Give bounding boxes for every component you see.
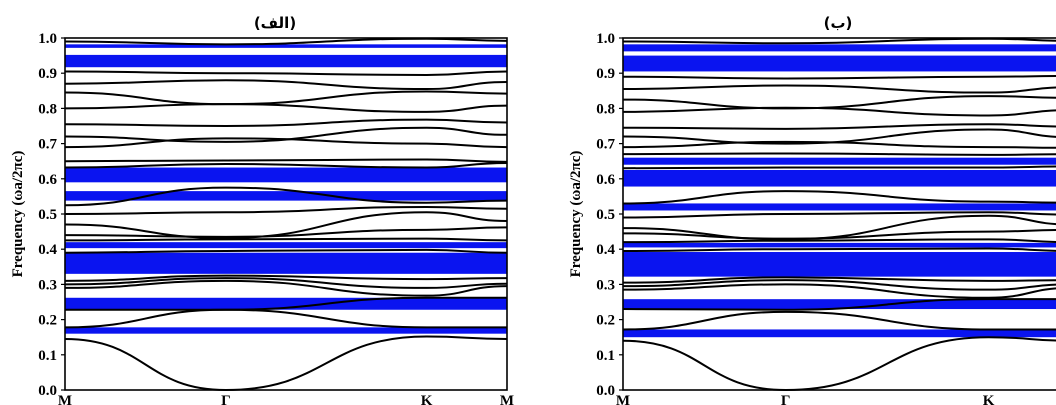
y-tick-label: 0.5 [596, 207, 615, 223]
band-line [622, 123, 1056, 130]
band-line [622, 336, 1056, 392]
band-line [622, 211, 1056, 219]
band-line [622, 75, 1056, 80]
band-gap [65, 167, 507, 183]
y-axis-label: Frequency (ωa/2πc) [10, 151, 26, 278]
band-line [622, 247, 1056, 252]
band-line [64, 274, 508, 282]
band-gap [623, 44, 1056, 52]
band-line [64, 211, 508, 239]
band-plot-be: (ب) 0.0 0.1 0.2 0.3 0.4 0.5 0.6 0.7 0.8 0.9 1.0 M Γ K… [568, 14, 1056, 405]
band-line [64, 118, 508, 128]
band-gap [623, 329, 1056, 338]
y-tick-label: 0.3 [38, 277, 57, 293]
band-line [622, 140, 1056, 149]
band-gap [623, 203, 1056, 211]
y-tick-label: 0.6 [38, 172, 57, 188]
y-tick-label: 0.8 [38, 101, 57, 117]
band-line [622, 214, 1056, 241]
band-line [64, 226, 508, 238]
band-line [64, 205, 508, 215]
band-line [622, 279, 1056, 291]
band-line [64, 186, 508, 207]
band-line [64, 79, 508, 91]
band-line [64, 237, 508, 242]
x-tick-label: M [58, 393, 72, 405]
band-gap [65, 297, 507, 310]
plot-title: (ب) [824, 14, 853, 32]
y-tick-label: 0.3 [596, 277, 615, 293]
y-tick-label: 0.2 [596, 313, 615, 329]
band-plot-alef: (الف) 0.0 0.1 0.2 0.3 0.4 0.5 0.6 0.7 0.8 0.9 1.0 M… [10, 14, 514, 405]
band-gap [623, 157, 1056, 165]
band-line [622, 283, 1056, 299]
x-tick-label: K [421, 393, 433, 405]
y-tick-label: 0.2 [38, 313, 57, 329]
band-line [622, 190, 1056, 205]
band-gap [623, 299, 1056, 310]
band-line [622, 95, 1056, 110]
band-gap [65, 44, 507, 48]
band-line [622, 228, 1056, 240]
band-gap [623, 242, 1056, 248]
band-line [622, 84, 1056, 94]
band-line [64, 308, 507, 329]
y-tick-label: 0.1 [38, 348, 57, 364]
y-tick-label: 0.5 [38, 207, 57, 223]
band-line [622, 238, 1056, 244]
x-tick-label: K [983, 393, 995, 405]
band-line [622, 165, 1056, 170]
band-line [64, 161, 508, 169]
band-line [622, 310, 1056, 331]
y-tick-label: 0.8 [596, 101, 615, 117]
band-line [64, 126, 508, 143]
y-tick-label: 0.6 [596, 172, 615, 188]
band-gap [65, 242, 507, 249]
y-tick-label: 0.0 [38, 383, 57, 399]
band-line [622, 298, 1056, 311]
band-gap [65, 191, 507, 201]
band-line [622, 128, 1056, 145]
x-tick-label: M [616, 393, 630, 405]
band-gap [623, 252, 1056, 277]
band-line [622, 37, 1056, 45]
band-line [622, 106, 1056, 117]
band-line [64, 37, 508, 46]
y-tick-label: 0.9 [596, 66, 615, 82]
y-tick-label: 0.7 [38, 137, 57, 153]
y-tick-label: 0.9 [38, 66, 57, 82]
band-line [64, 103, 508, 113]
band-line [622, 276, 1056, 284]
band-line [64, 279, 508, 297]
band-gap [65, 252, 507, 274]
band-line [65, 296, 507, 311]
x-tick-label: M [500, 393, 514, 405]
band-line [64, 90, 508, 106]
band-gap [65, 54, 507, 68]
band-line [64, 277, 508, 289]
band-gap [623, 55, 1056, 72]
band-line [64, 70, 508, 76]
x-tick-label: Γ [221, 393, 231, 405]
y-tick-label: 0.1 [596, 348, 615, 364]
band-line [64, 137, 508, 149]
y-tick-label: 0.7 [596, 137, 615, 153]
y-tick-label: 1.0 [596, 31, 615, 47]
x-tick-label: Γ [781, 393, 791, 405]
plot-title: (الف) [254, 14, 296, 32]
band-line [64, 248, 508, 254]
y-tick-label: 1.0 [38, 31, 57, 47]
band-gap [65, 327, 507, 334]
band-line [64, 158, 508, 163]
y-axis-label: Frequency (ωa/2πc) [568, 151, 584, 278]
y-tick-label: 0.4 [38, 242, 57, 258]
band-gap [623, 170, 1056, 187]
band-line [622, 152, 1056, 156]
y-tick-label: 0.0 [596, 383, 615, 399]
band-line [64, 335, 508, 392]
y-tick-label: 0.4 [596, 242, 615, 258]
